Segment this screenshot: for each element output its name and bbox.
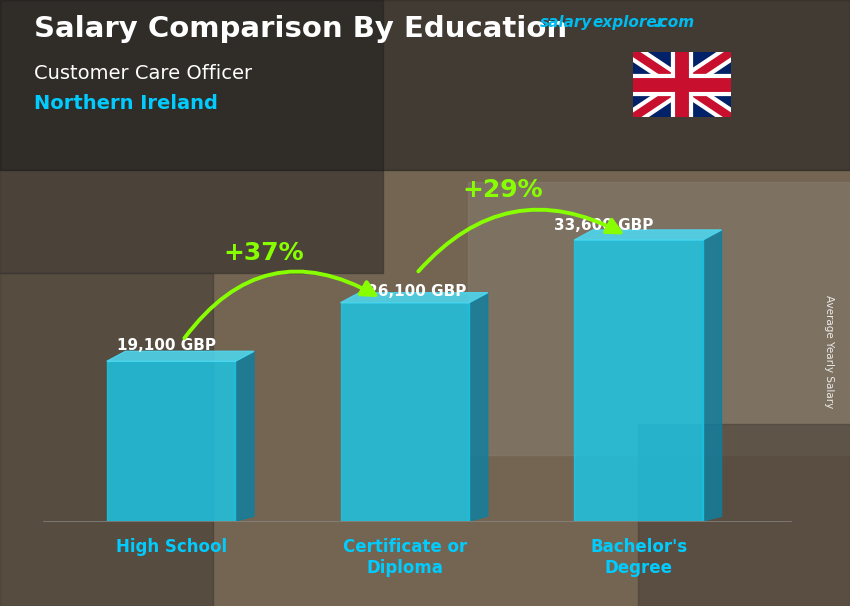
Polygon shape	[575, 230, 722, 240]
Bar	[341, 303, 469, 521]
Bar	[0, 273, 212, 606]
Text: 26,100 GBP: 26,100 GBP	[367, 284, 466, 299]
Text: +37%: +37%	[223, 241, 303, 265]
Polygon shape	[469, 293, 488, 521]
Polygon shape	[107, 351, 254, 361]
Text: Salary Comparison By Education: Salary Comparison By Education	[34, 15, 567, 43]
Bar	[0, 0, 850, 170]
Text: 33,600 GBP: 33,600 GBP	[554, 218, 653, 233]
Bar	[0, 0, 382, 273]
Text: Average Yearly Salary: Average Yearly Salary	[824, 295, 834, 408]
Bar	[638, 424, 850, 606]
Text: Customer Care Officer: Customer Care Officer	[34, 64, 252, 82]
Text: Northern Ireland: Northern Ireland	[34, 94, 218, 113]
Polygon shape	[341, 293, 488, 303]
Text: +29%: +29%	[462, 178, 543, 202]
Bar	[575, 240, 703, 521]
Text: .com: .com	[654, 15, 694, 30]
Text: explorer: explorer	[592, 15, 665, 30]
Text: salary: salary	[540, 15, 592, 30]
Bar	[468, 182, 850, 454]
Bar	[107, 361, 235, 521]
Polygon shape	[235, 351, 254, 521]
Text: 19,100 GBP: 19,100 GBP	[117, 338, 216, 353]
Polygon shape	[703, 230, 722, 521]
FancyArrowPatch shape	[418, 210, 620, 271]
FancyArrowPatch shape	[184, 271, 375, 338]
